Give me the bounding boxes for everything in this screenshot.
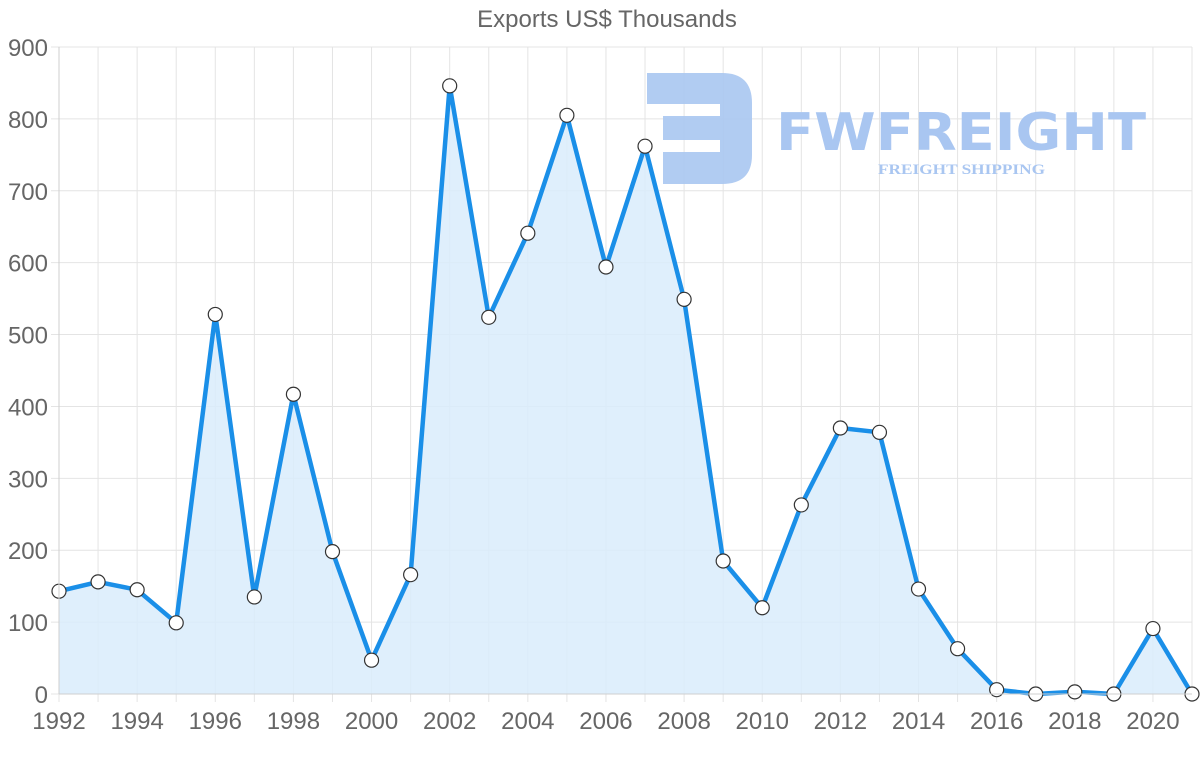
data-point[interactable]: 2014: 146 (910, 581, 927, 597)
data-point[interactable]: 1999: 198 (324, 544, 341, 560)
x-tick-label: 2008 (657, 708, 710, 735)
x-tick-label: 2004 (501, 708, 554, 735)
y-tick-label: 500 (8, 323, 48, 350)
x-tick-label: 2014 (892, 708, 945, 735)
data-point[interactable]: 1998: 417 (285, 386, 302, 402)
data-point[interactable]: 1996: 528 (207, 306, 223, 323)
watermark-tagline: FREIGHT SHIPPING (878, 162, 1045, 178)
data-point[interactable]: 2006: 594 (598, 259, 614, 275)
chart-title: Exports US$ Thousands (477, 6, 737, 33)
data-point[interactable]: 2000: 47 (363, 652, 380, 668)
watermark-logo: FWFREIGHT FREIGHT SHIPPING (647, 73, 1147, 184)
x-tick-label: 1994 (110, 708, 163, 735)
logo-mark-icon (647, 73, 752, 184)
x-tick-label: 2010 (736, 708, 789, 735)
data-point[interactable]: 2007: 762 (637, 138, 653, 154)
x-tick-label: 1996 (189, 708, 242, 735)
data-point[interactable]: 2001: 166 (403, 567, 419, 583)
y-tick-label: 300 (8, 466, 48, 493)
data-point[interactable]: 2018: 3 (1067, 684, 1083, 700)
data-point[interactable]: 2005: 805 (559, 107, 575, 123)
y-tick-label: 600 (8, 251, 48, 278)
data-point[interactable]: 2011: 263 (793, 497, 809, 513)
data-point[interactable]: 2020: 91 (1145, 620, 1161, 637)
data-point[interactable]: 2016: 6 (989, 682, 1005, 698)
watermark-brand: FWFREIGHT (776, 103, 1147, 163)
data-point[interactable]: 2009: 185 (715, 553, 731, 569)
x-tick-label: 2006 (579, 708, 632, 735)
y-tick-label: 800 (8, 107, 48, 134)
y-tick-label: 900 (8, 35, 48, 62)
x-tick-label: 1992 (32, 708, 85, 735)
y-tick-label: 0 (35, 682, 48, 709)
area-fill (59, 85, 1192, 695)
x-tick-label: 2020 (1126, 708, 1179, 735)
data-point[interactable]: 2002: 846 (442, 78, 458, 94)
data-point[interactable]: 2015: 63 (949, 641, 966, 657)
y-tick-label: 200 (8, 538, 48, 565)
data-point[interactable]: 1995: 99 (168, 615, 184, 631)
x-tick-label: 2016 (970, 708, 1023, 735)
data-point[interactable]: 1997: 135 (246, 589, 262, 605)
y-tick-label: 400 (8, 394, 48, 421)
data-point[interactable]: 1993: 156 (90, 574, 106, 590)
y-tick-label: 100 (8, 610, 48, 637)
data-point[interactable]: 2004: 641 (520, 225, 536, 241)
data-point[interactable]: 2010: 120 (754, 600, 770, 616)
axes: 0 100 200 300 400 500 600 700 800 900 1992 1994 1996… (8, 35, 1192, 735)
x-tick-label: 2002 (423, 708, 476, 735)
data-point[interactable]: 1994: 145 (129, 582, 145, 598)
x-tick-label: 2018 (1048, 708, 1101, 735)
x-tick-label: 2012 (814, 708, 867, 735)
y-tick-label: 700 (8, 179, 48, 206)
data-point[interactable]: 2008: 549 (676, 291, 692, 307)
x-tick-label: 1998 (267, 708, 320, 735)
data-point[interactable]: 2013: 364 (871, 424, 888, 440)
x-tick-label: 2000 (345, 708, 398, 735)
data-point[interactable]: 2012: 370 (832, 420, 848, 436)
